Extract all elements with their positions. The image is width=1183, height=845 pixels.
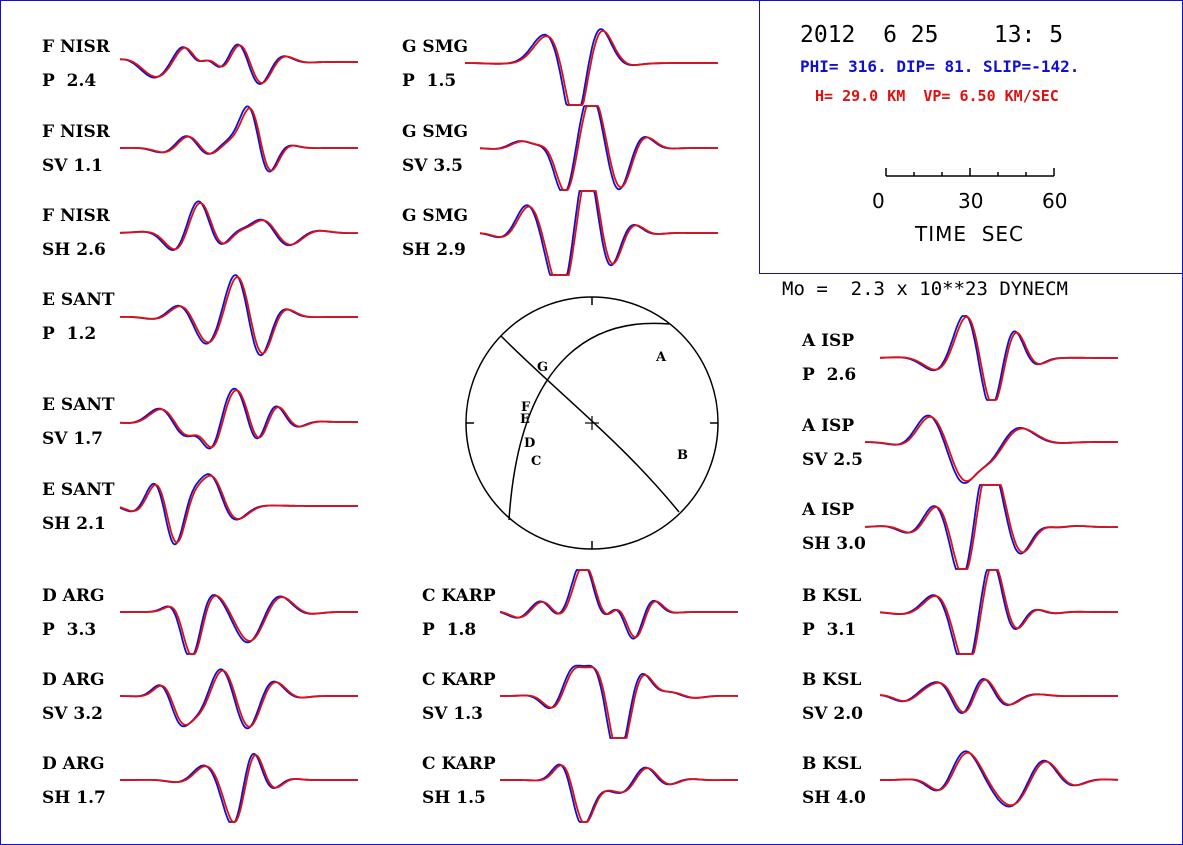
phase-label: P 2.6 (802, 365, 857, 385)
synthetic-trace (880, 315, 1118, 401)
station-label: A ISP (802, 416, 855, 436)
beachball-letter-f: F (521, 400, 531, 415)
observed-trace (500, 664, 738, 739)
station-label: E SANT (42, 290, 115, 310)
station-label: A ISP (802, 331, 855, 351)
phase-label: SH 2.9 (402, 240, 466, 260)
focal-mechanism-beachball: A B C D E F G (465, 296, 719, 550)
synthetic-trace (465, 29, 718, 106)
phase-label: SV 1.3 (422, 704, 483, 724)
beachball-letter-b: B (677, 448, 688, 463)
observed-trace (864, 484, 1118, 570)
observed-trace (465, 28, 718, 106)
synthetic-trace (120, 594, 358, 655)
time-axis-label: TIME SEC (915, 222, 1025, 246)
observed-trace (120, 200, 358, 252)
synthetic-trace (880, 751, 1118, 807)
mechanism-parameters: PHI= 316. DIP= 81. SLIP=-142. (800, 57, 1080, 76)
scale-tick-label-0: 0 (872, 189, 885, 213)
time-scale-bar (885, 168, 1055, 177)
synthetic-trace (880, 678, 1118, 714)
phase-label: SV 1.1 (42, 156, 103, 176)
synthetic-trace (480, 190, 718, 276)
observed-trace (120, 43, 358, 85)
station-label: D ARG (42, 670, 105, 690)
seismic-moment: Mo = 2.3 x 10**23 DYNECM (782, 278, 1068, 300)
synthetic-trace (119, 202, 358, 251)
beachball-letter-g: G (537, 360, 548, 375)
observed-trace (119, 387, 358, 450)
phase-label: SV 1.7 (42, 429, 103, 449)
station-label: D ARG (42, 586, 105, 606)
phase-label: P 1.2 (42, 324, 97, 344)
station-label: F NISR (42, 206, 110, 226)
synthetic-trace (120, 276, 358, 355)
waveform-traces (119, 28, 1119, 823)
observed-trace (864, 414, 1118, 484)
event-info-box (759, 1, 1182, 274)
observed-trace (120, 105, 358, 173)
phase-label: P 3.3 (42, 620, 97, 640)
phase-label: SH 1.7 (42, 788, 106, 808)
phase-label: P 2.4 (42, 71, 97, 91)
beachball-letter-a: A (655, 350, 667, 365)
station-label: D ARG (42, 754, 105, 774)
station-label: G SMG (402, 122, 469, 142)
synthetic-trace (119, 474, 358, 544)
synthetic-trace (119, 389, 358, 449)
synthetic-trace (500, 764, 738, 823)
station-label: A ISP (802, 500, 855, 520)
scale-tick-label-30: 30 (958, 189, 984, 213)
phase-label: SV 2.5 (802, 450, 863, 470)
beachball-letter-d: D (524, 436, 535, 451)
station-label: E SANT (42, 395, 115, 415)
station-label: F NISR (42, 37, 110, 57)
event-date: 2012 6 25 13: 5 (800, 22, 1064, 48)
phase-label: P 3.1 (802, 620, 857, 640)
synthetic-trace (120, 107, 358, 172)
phase-label: SV 2.0 (802, 704, 863, 724)
beachball-letter-c: C (531, 454, 541, 469)
observed-trace (120, 668, 358, 730)
station-label: C KARP (422, 670, 496, 690)
station-label: B KSL (802, 670, 862, 690)
synthetic-trace (499, 569, 738, 639)
depth-velocity: H= 29.0 KM VP= 6.50 KM/SEC (815, 87, 1059, 105)
synthetic-trace (879, 569, 1118, 655)
observed-trace (500, 763, 738, 823)
phase-label: SV 3.5 (402, 156, 463, 176)
observed-trace (120, 274, 358, 357)
phase-label: SH 3.0 (802, 534, 866, 554)
synthetic-trace (865, 484, 1118, 570)
synthetic-trace (865, 416, 1118, 482)
synthetic-trace (500, 666, 738, 739)
phase-label: SH 4.0 (802, 788, 866, 808)
phase-label: P 1.8 (422, 620, 477, 640)
synthetic-trace (120, 44, 358, 84)
phase-label: P 1.5 (402, 71, 457, 91)
nodal-plane-2 (508, 322, 670, 521)
phase-label: SH 1.5 (422, 788, 486, 808)
station-label: G SMG (402, 37, 469, 57)
synthetic-trace (120, 754, 358, 823)
synthetic-trace (480, 105, 718, 191)
phase-label: SH 2.1 (42, 514, 106, 534)
station-label: G SMG (402, 206, 469, 226)
observed-trace (120, 593, 358, 655)
station-label: E SANT (42, 480, 115, 500)
station-label: F NISR (42, 122, 110, 142)
beachball-letter-e: E (520, 412, 530, 427)
nodal-plane-1 (500, 335, 680, 513)
station-label: C KARP (422, 586, 496, 606)
station-label: B KSL (802, 586, 862, 606)
station-label: C KARP (422, 754, 496, 774)
phase-label: SH 2.6 (42, 240, 106, 260)
synthetic-trace (120, 669, 358, 728)
phase-label: SV 3.2 (42, 704, 103, 724)
station-label: B KSL (802, 754, 862, 774)
scale-tick-label-60: 60 (1042, 189, 1068, 213)
